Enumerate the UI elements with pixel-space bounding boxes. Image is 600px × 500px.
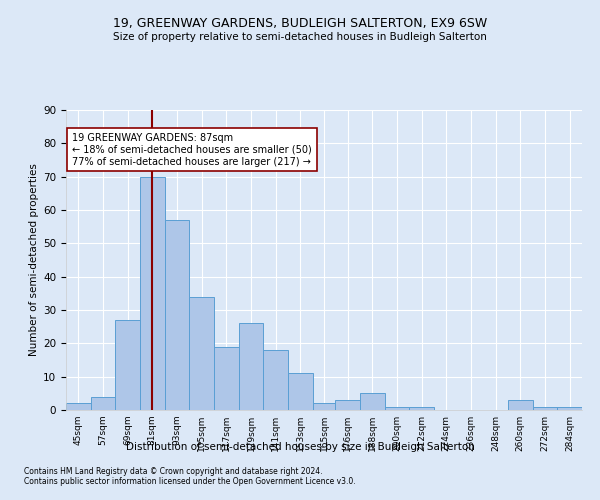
Bar xyxy=(409,406,434,410)
Bar xyxy=(190,296,214,410)
Bar xyxy=(360,394,385,410)
Bar xyxy=(313,404,335,410)
Bar xyxy=(557,406,582,410)
Text: Contains public sector information licensed under the Open Government Licence v3: Contains public sector information licen… xyxy=(24,477,356,486)
Text: Contains HM Land Registry data © Crown copyright and database right 2024.: Contains HM Land Registry data © Crown c… xyxy=(24,467,323,476)
Bar xyxy=(115,320,140,410)
Bar xyxy=(508,400,533,410)
Y-axis label: Number of semi-detached properties: Number of semi-detached properties xyxy=(29,164,39,356)
Bar xyxy=(239,324,263,410)
Text: 19 GREENWAY GARDENS: 87sqm
← 18% of semi-detached houses are smaller (50)
77% of: 19 GREENWAY GARDENS: 87sqm ← 18% of semi… xyxy=(72,134,312,166)
Bar xyxy=(140,176,164,410)
Bar xyxy=(66,404,91,410)
Bar xyxy=(164,220,190,410)
Bar xyxy=(385,406,409,410)
Bar xyxy=(263,350,288,410)
Bar xyxy=(533,406,557,410)
Bar xyxy=(335,400,360,410)
Bar xyxy=(91,396,115,410)
Bar xyxy=(288,374,313,410)
Text: Distribution of semi-detached houses by size in Budleigh Salterton: Distribution of semi-detached houses by … xyxy=(125,442,475,452)
Text: Size of property relative to semi-detached houses in Budleigh Salterton: Size of property relative to semi-detach… xyxy=(113,32,487,42)
Bar xyxy=(214,346,239,410)
Text: 19, GREENWAY GARDENS, BUDLEIGH SALTERTON, EX9 6SW: 19, GREENWAY GARDENS, BUDLEIGH SALTERTON… xyxy=(113,18,487,30)
